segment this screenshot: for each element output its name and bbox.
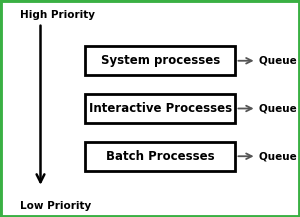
FancyBboxPatch shape	[85, 141, 236, 171]
Text: Interactive Processes: Interactive Processes	[89, 102, 232, 115]
Text: Batch Processes: Batch Processes	[106, 150, 215, 163]
FancyBboxPatch shape	[85, 94, 236, 123]
FancyBboxPatch shape	[85, 46, 236, 76]
Text: System processes: System processes	[101, 54, 220, 67]
Text: Queue 2: Queue 2	[259, 104, 300, 113]
Text: Queue 3: Queue 3	[259, 151, 300, 161]
Text: High Priority: High Priority	[20, 10, 94, 20]
Text: Low Priority: Low Priority	[20, 201, 91, 211]
Text: Queue 1: Queue 1	[259, 56, 300, 66]
